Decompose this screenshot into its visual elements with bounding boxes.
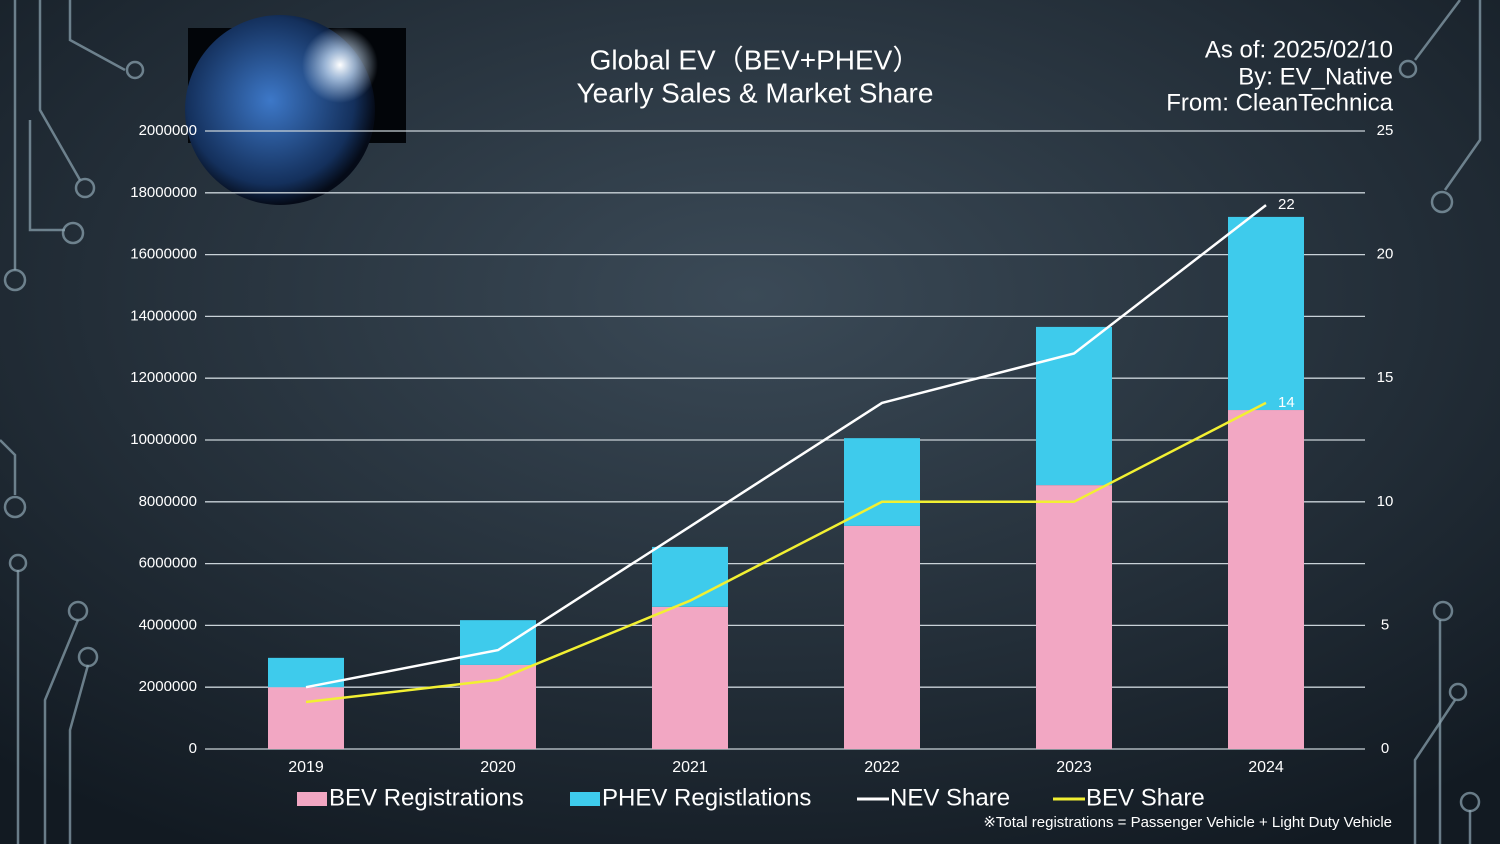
legend-label: PHEV Registlations [602,784,811,811]
chart-title: Yearly Sales & Market Share [577,77,934,108]
y-tick-label: 2000000 [139,122,197,139]
bar-segment [1228,410,1304,749]
x-tick-label: 2023 [1056,759,1092,776]
y-tick-label: 4000000 [139,616,197,633]
info-text: From: CleanTechnica [1166,89,1393,116]
y2-tick-label: 15 [1377,369,1394,386]
legend-label: BEV Share [1086,784,1205,811]
y2-tick-label: 5 [1381,616,1389,633]
bar-segment [1036,485,1112,749]
y2-tick-label: 0 [1381,740,1389,757]
legend-label: NEV Share [890,784,1010,811]
line-series [305,401,1267,704]
data-label: 14 [1278,394,1295,411]
legend-swatch [570,792,600,806]
y-tick-label: 16000000 [130,246,197,263]
y-tick-label: 6000000 [139,555,197,572]
y2-tick-label: 10 [1377,493,1394,510]
legend-label: BEV Registrations [329,784,524,811]
y-tick-label: 10000000 [130,431,197,448]
y-tick-label: 12000000 [130,369,197,386]
x-tick-label: 2024 [1248,759,1284,776]
data-label: 22 [1278,196,1295,213]
x-tick-label: 2021 [672,759,708,776]
bar-segment [844,525,920,749]
line-series [305,204,1267,689]
info-text: By: EV_Native [1238,63,1393,90]
bar-segment [652,606,728,749]
y-tick-label: 8000000 [139,493,197,510]
y-tick-label: 18000000 [130,184,197,201]
y-tick-label: 2000000 [139,678,197,695]
bar-segment [460,664,536,749]
chart-title: Global EV（BEV+PHEV） [590,44,921,75]
earth-image [185,15,406,205]
bar-segment [1228,216,1304,411]
legend-swatch [297,792,327,806]
x-tick-label: 2019 [288,759,324,776]
x-tick-label: 2020 [480,759,516,776]
y2-tick-label: 25 [1377,122,1394,139]
info-text: As of: 2025/02/10 [1205,36,1393,63]
bar-segment [268,687,344,749]
bar-segment [652,546,728,607]
y-tick-label: 14000000 [130,307,197,324]
x-tick-label: 2022 [864,759,900,776]
footnote: ※Total registrations = Passenger Vehicle… [983,814,1392,831]
bar-segment [844,438,920,526]
y-tick-label: 0 [189,740,197,757]
y2-tick-label: 20 [1377,246,1394,263]
bar-segment [1036,326,1112,486]
bar-segment [460,620,536,665]
